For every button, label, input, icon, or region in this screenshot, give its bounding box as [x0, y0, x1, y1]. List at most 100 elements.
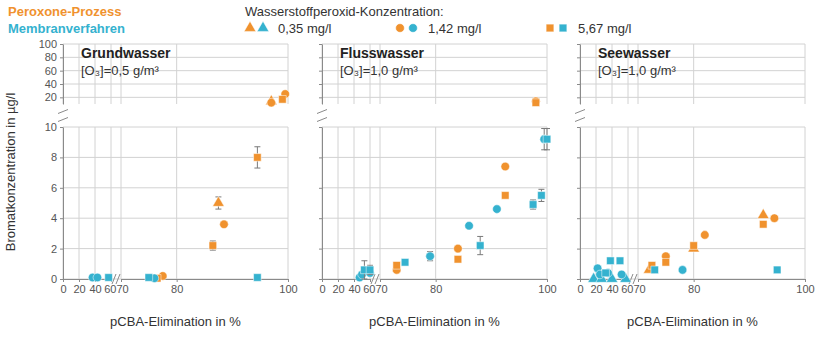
tick: [319, 157, 322, 158]
tick: 2: [51, 243, 63, 255]
tick-mark: [577, 127, 580, 128]
axis-break: [375, 274, 379, 284]
error-bar: [530, 200, 536, 209]
grid-line: [63, 248, 288, 249]
tick-label: 0: [577, 283, 583, 295]
tick: 20: [73, 279, 85, 295]
grid-line: [693, 127, 694, 279]
series: [593, 264, 687, 279]
point: [213, 196, 225, 206]
tick-mark: [338, 279, 339, 282]
tick-mark: [380, 279, 381, 282]
grid-line: [176, 44, 177, 104]
tick-label: 40: [348, 283, 360, 295]
grid-line: [63, 84, 288, 85]
point: [678, 266, 687, 275]
tick: [577, 57, 580, 58]
error-bar: [254, 147, 260, 168]
tick-mark: [319, 71, 322, 72]
grid-line: [63, 218, 288, 219]
tick-mark: [577, 84, 580, 85]
tick: [319, 44, 322, 45]
tick-label: 0: [51, 273, 57, 285]
grid-line: [612, 127, 613, 279]
point: [773, 266, 781, 274]
point: [426, 252, 435, 261]
grid-line: [322, 218, 547, 219]
tick-label: 70: [376, 283, 388, 295]
panel-title: Grundwasser: [81, 45, 171, 61]
grid-line: [693, 44, 694, 104]
y-axis: [577, 128, 581, 280]
point: [616, 257, 624, 265]
point: [209, 242, 217, 250]
error-bar: [477, 236, 483, 254]
tick-label: 70: [117, 283, 129, 295]
tick-mark: [577, 71, 580, 72]
tick-mark: [79, 279, 80, 282]
tick: 6: [51, 182, 63, 194]
tick: 20: [332, 279, 344, 295]
grid-line: [580, 157, 805, 158]
tick-label: 100: [538, 283, 556, 295]
grid-line: [596, 44, 597, 104]
series: [662, 214, 779, 261]
tick-mark: [354, 279, 355, 282]
point: [529, 201, 537, 209]
grid-line: [435, 127, 436, 279]
grid-line: [176, 127, 177, 279]
series: [153, 96, 286, 283]
tick: [577, 218, 580, 219]
tick-mark: [60, 127, 63, 128]
legend-label: 1,42 mg/l: [428, 21, 482, 36]
tick-label: 40: [45, 78, 57, 90]
tick-label: 60: [45, 65, 57, 77]
grid-line: [322, 97, 547, 98]
tick-mark: [60, 157, 63, 158]
tick: [577, 279, 580, 280]
tick: 100: [796, 279, 814, 295]
tick: 70: [634, 279, 646, 295]
point: [690, 242, 698, 250]
tick-mark: [638, 279, 639, 282]
grid-line: [63, 127, 64, 279]
tick-mark: [319, 84, 322, 85]
tick: [319, 97, 322, 98]
point: [254, 274, 262, 282]
axis-break: [575, 110, 585, 114]
tick-label: 80: [688, 283, 700, 295]
axis-break: [116, 274, 120, 284]
axis-break: [58, 110, 68, 114]
x-axis-title: pCBA-Elimination in %: [627, 314, 758, 329]
tick-mark: [60, 249, 63, 250]
tick-label: 80: [171, 283, 183, 295]
tick-mark: [60, 97, 63, 98]
tick-label: 100: [796, 283, 814, 295]
tick: [319, 279, 322, 280]
grid-line: [322, 157, 547, 158]
error-bar: [210, 241, 216, 250]
tick: 80: [45, 51, 63, 63]
grid-line: [338, 44, 339, 104]
axis-line: [639, 279, 806, 280]
point: [401, 258, 409, 266]
point: [759, 220, 767, 228]
tick: [577, 44, 580, 45]
grid-line: [322, 248, 547, 249]
marks: [588, 208, 781, 282]
tick-mark: [60, 44, 63, 45]
panel-subtitle: [O₃]=1,0 g/m³: [598, 63, 677, 78]
grid-line: [435, 44, 436, 104]
tick: [319, 71, 322, 72]
axis-line: [580, 128, 581, 280]
tick: [319, 57, 322, 58]
tick-mark: [319, 127, 322, 128]
axis-line: [381, 279, 548, 280]
tick-mark: [60, 188, 63, 189]
tick-label: 100: [39, 38, 57, 50]
legend-title: Wasserstoffperoxid-Konzentration:: [245, 4, 444, 19]
tick: 4: [51, 212, 63, 224]
series: [158, 90, 289, 281]
error-bar: [544, 129, 550, 150]
grid-line: [805, 127, 806, 279]
